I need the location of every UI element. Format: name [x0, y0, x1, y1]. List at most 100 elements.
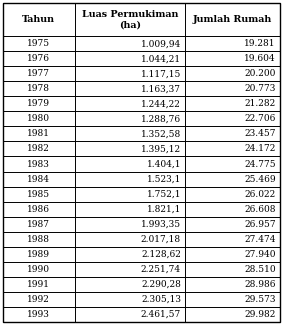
Bar [3, 111, 74, 126]
Text: 25.469: 25.469 [244, 175, 276, 184]
Text: 1982: 1982 [27, 145, 50, 153]
Bar [185, 172, 280, 187]
Text: 1988: 1988 [27, 235, 50, 244]
Text: 1979: 1979 [27, 99, 50, 109]
Bar [185, 262, 280, 277]
Text: 29.982: 29.982 [245, 310, 276, 319]
Text: 24.172: 24.172 [245, 145, 276, 153]
Bar [3, 157, 74, 172]
Text: 1.523,1: 1.523,1 [147, 175, 181, 184]
Bar [3, 3, 74, 36]
Bar [74, 247, 185, 262]
Bar [3, 292, 74, 307]
Bar [3, 81, 74, 97]
Text: Luas Permukiman
(ha): Luas Permukiman (ha) [82, 10, 178, 30]
Bar [74, 216, 185, 232]
Text: 1975: 1975 [27, 39, 50, 48]
Bar [3, 247, 74, 262]
Bar [74, 292, 185, 307]
Text: 1984: 1984 [27, 175, 50, 184]
Text: 1.821,1: 1.821,1 [147, 204, 181, 214]
Text: 2.017,18: 2.017,18 [141, 235, 181, 244]
Text: 29.573: 29.573 [245, 295, 276, 304]
Bar [3, 66, 74, 81]
Bar [74, 187, 185, 202]
Text: 1981: 1981 [27, 129, 50, 138]
Bar [3, 216, 74, 232]
Bar [185, 81, 280, 97]
Bar [3, 262, 74, 277]
Text: 1.395,12: 1.395,12 [141, 145, 181, 153]
Bar [74, 262, 185, 277]
Text: 1987: 1987 [27, 220, 50, 228]
Text: 24.775: 24.775 [244, 160, 276, 168]
Bar [185, 36, 280, 51]
Bar [74, 157, 185, 172]
Text: 2.128,62: 2.128,62 [141, 250, 181, 259]
Text: 21.282: 21.282 [245, 99, 276, 109]
Text: 19.281: 19.281 [245, 39, 276, 48]
Text: 26.957: 26.957 [244, 220, 276, 228]
Text: 22.706: 22.706 [245, 114, 276, 124]
Bar [3, 202, 74, 216]
Text: 26.608: 26.608 [245, 204, 276, 214]
Bar [74, 232, 185, 247]
Text: 1.009,94: 1.009,94 [141, 39, 181, 48]
Text: 1.044,21: 1.044,21 [141, 54, 181, 63]
Text: 1.352,58: 1.352,58 [141, 129, 181, 138]
Text: 1.993,35: 1.993,35 [141, 220, 181, 228]
Bar [3, 277, 74, 292]
Text: 1989: 1989 [27, 250, 50, 259]
Bar [3, 307, 74, 322]
Bar [185, 292, 280, 307]
Bar [185, 232, 280, 247]
Bar [3, 187, 74, 202]
Bar [3, 51, 74, 66]
Bar [3, 232, 74, 247]
Text: 2.305,13: 2.305,13 [141, 295, 181, 304]
Bar [74, 277, 185, 292]
Bar [74, 172, 185, 187]
Bar [74, 307, 185, 322]
Text: 2.251,74: 2.251,74 [141, 265, 181, 274]
Text: 1.752,1: 1.752,1 [147, 189, 181, 199]
Bar [185, 307, 280, 322]
Bar [185, 202, 280, 216]
Text: 1978: 1978 [27, 84, 50, 93]
Bar [3, 141, 74, 157]
Bar [74, 3, 185, 36]
Bar [185, 51, 280, 66]
Bar [74, 97, 185, 111]
Text: 1990: 1990 [27, 265, 50, 274]
Text: 23.457: 23.457 [245, 129, 276, 138]
Bar [185, 97, 280, 111]
Bar [74, 51, 185, 66]
Text: 1.117,15: 1.117,15 [141, 69, 181, 78]
Text: 27.940: 27.940 [245, 250, 276, 259]
Text: 1992: 1992 [27, 295, 50, 304]
Bar [185, 141, 280, 157]
Bar [185, 126, 280, 141]
Text: 1985: 1985 [27, 189, 50, 199]
Text: 1.244,22: 1.244,22 [141, 99, 181, 109]
Bar [74, 81, 185, 97]
Text: 20.200: 20.200 [245, 69, 276, 78]
Text: 28.510: 28.510 [244, 265, 276, 274]
Bar [74, 126, 185, 141]
Text: 1.163,37: 1.163,37 [141, 84, 181, 93]
Text: Jumlah Rumah: Jumlah Rumah [193, 15, 272, 24]
Text: 1.288,76: 1.288,76 [141, 114, 181, 124]
Text: 1983: 1983 [27, 160, 50, 168]
Text: 1980: 1980 [27, 114, 50, 124]
Text: 26.022: 26.022 [245, 189, 276, 199]
Text: 28.986: 28.986 [245, 280, 276, 289]
Bar [3, 36, 74, 51]
Bar [185, 187, 280, 202]
Bar [185, 3, 280, 36]
Text: 1986: 1986 [27, 204, 50, 214]
Bar [3, 97, 74, 111]
Bar [3, 172, 74, 187]
Bar [185, 277, 280, 292]
Text: 1976: 1976 [27, 54, 50, 63]
Text: 1.404,1: 1.404,1 [147, 160, 181, 168]
